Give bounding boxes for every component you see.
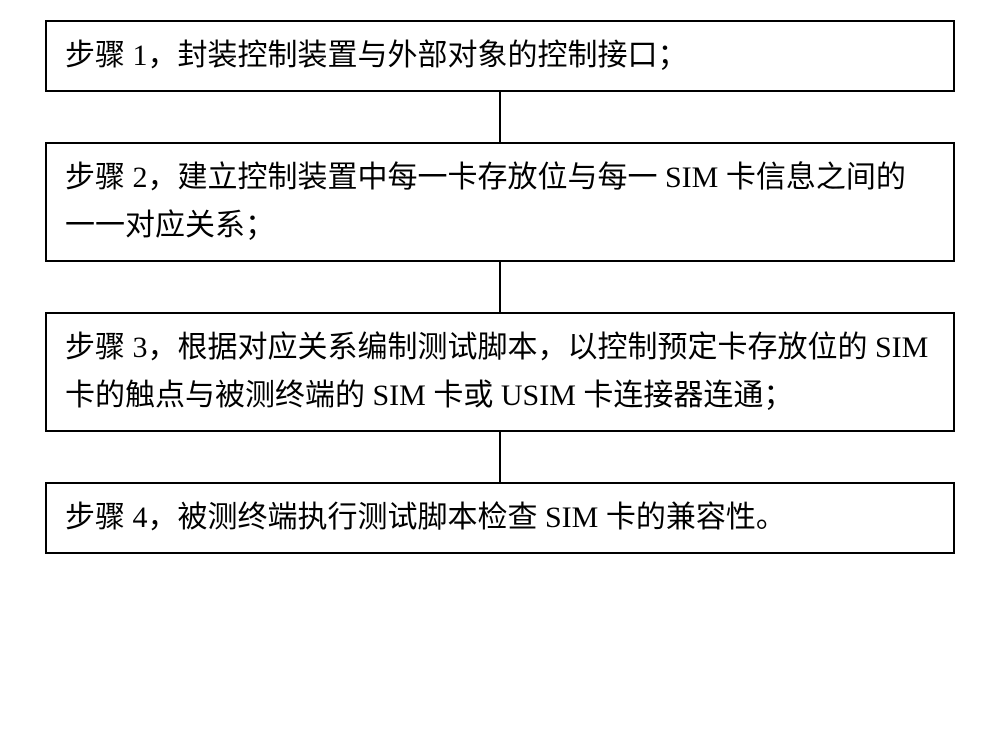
flow-step-4: 步骤 4，被测终端执行测试脚本检查 SIM 卡的兼容性。 [45, 482, 955, 554]
flow-step-3-text: 步骤 3，根据对应关系编制测试脚本，以控制预定卡存放位的 SIM 卡的触点与被测… [65, 331, 928, 412]
flow-step-4-text: 步骤 4，被测终端执行测试脚本检查 SIM 卡的兼容性。 [65, 501, 786, 534]
flow-step-2: 步骤 2，建立控制装置中每一卡存放位与每一 SIM 卡信息之间的一一对应关系； [45, 142, 955, 262]
flowchart-container: 步骤 1，封装控制装置与外部对象的控制接口； 步骤 2，建立控制装置中每一卡存放… [45, 20, 955, 554]
flow-step-2-text: 步骤 2，建立控制装置中每一卡存放位与每一 SIM 卡信息之间的一一对应关系； [65, 161, 906, 242]
flow-step-3: 步骤 3，根据对应关系编制测试脚本，以控制预定卡存放位的 SIM 卡的触点与被测… [45, 312, 955, 432]
flow-connector-1-2 [499, 92, 501, 142]
flow-step-1-text: 步骤 1，封装控制装置与外部对象的控制接口； [65, 39, 688, 72]
flow-step-1: 步骤 1，封装控制装置与外部对象的控制接口； [45, 20, 955, 92]
flow-connector-2-3 [499, 262, 501, 312]
flow-connector-3-4 [499, 432, 501, 482]
